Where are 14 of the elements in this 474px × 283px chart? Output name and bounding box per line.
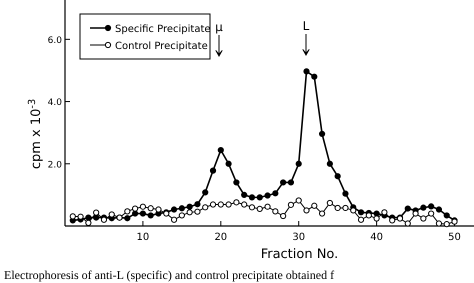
x-tick-label: 50 <box>448 232 461 243</box>
x-tick-label: 40 <box>370 232 383 243</box>
legend-label: Control Precipitate <box>115 41 208 52</box>
y-tick-label: 6.0 <box>48 36 62 46</box>
legend-label: Specific Precipitate <box>115 24 211 35</box>
annotation: μ <box>215 20 224 34</box>
y-tick-label: 2.0 <box>48 160 62 170</box>
x-tick-label: 30 <box>292 232 306 243</box>
y-tick-label: 4.0 <box>48 98 62 108</box>
x-axis-title: Fraction No. <box>260 247 338 262</box>
text: Electrophoresis of anti-L (specific) and control precipitate obtained f <box>4 268 334 282</box>
annotation: L <box>302 19 310 33</box>
x-tick-label: 20 <box>214 232 228 243</box>
x-tick-label: 10 <box>136 232 150 243</box>
